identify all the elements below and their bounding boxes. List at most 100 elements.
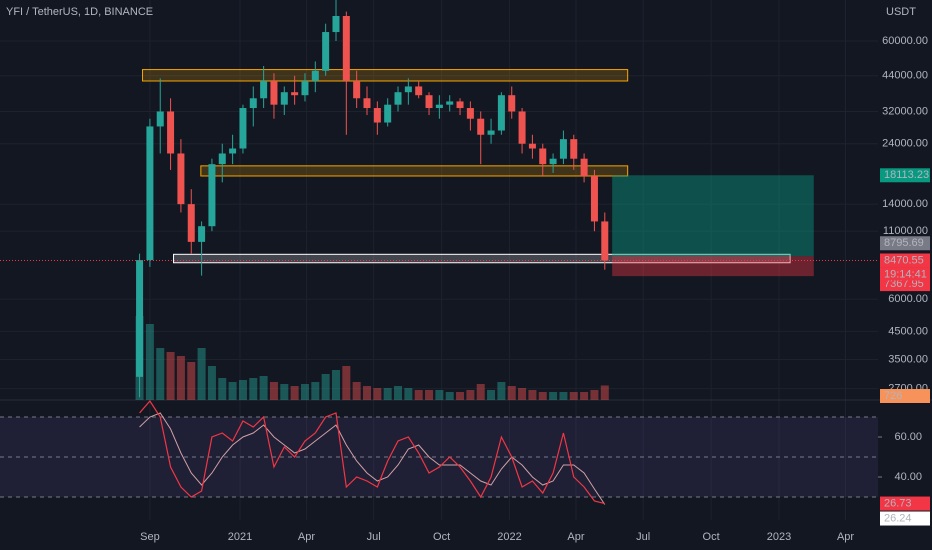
volume-bar [600, 385, 609, 400]
volume-bar [145, 324, 154, 400]
volume-bar [176, 356, 185, 400]
volume-bar [404, 388, 413, 400]
candle-body [136, 260, 144, 377]
price-tag-bg [880, 236, 930, 251]
volume-bar [456, 392, 465, 400]
volume-bar [549, 392, 558, 400]
candle-body [497, 95, 505, 131]
candle-body [466, 108, 474, 119]
volume-bar [414, 390, 423, 400]
countdown: 19:14:41 [884, 268, 927, 280]
volume-bar [269, 382, 278, 400]
candle-body [404, 86, 412, 93]
candle-body [549, 158, 557, 165]
volume-bar [228, 382, 237, 400]
x-tick-label: 2023 [767, 531, 791, 543]
volume-bar [425, 390, 434, 400]
volume-tag-bg [880, 389, 930, 403]
rsi-tag: 26.24 [884, 512, 912, 524]
candle-body [239, 108, 247, 149]
candle-body [415, 86, 423, 96]
candle-body [301, 80, 309, 96]
candle-body [208, 164, 216, 227]
volume-bar [166, 352, 175, 400]
volume-bar [383, 388, 392, 400]
x-tick-label: Oct [703, 531, 720, 543]
position-target [612, 175, 814, 257]
zone [142, 69, 629, 82]
x-tick-label: Jul [367, 531, 381, 543]
candle-body [177, 153, 185, 205]
candle-body [435, 104, 443, 109]
volume-bar [476, 384, 485, 400]
candle-body [456, 101, 464, 109]
candle-body [260, 80, 268, 99]
y-tick-label: 11000.00 [883, 225, 928, 237]
volume-bar [580, 392, 589, 400]
rsi-tick-label: 40.00 [894, 471, 922, 483]
x-tick-label: 2022 [497, 531, 521, 543]
candle-body [601, 221, 609, 261]
rsi-tag-bg [880, 511, 930, 526]
volume-bar [238, 380, 247, 400]
position-stop [612, 256, 814, 277]
volume-bar [445, 392, 454, 400]
zone [173, 253, 791, 264]
volume-bar [207, 366, 216, 400]
countdown-bg [880, 267, 930, 281]
candle-body [559, 139, 567, 159]
candle-body [394, 92, 402, 105]
candle-body [363, 98, 371, 109]
x-tick-label: Apr [837, 531, 854, 543]
price-tag-bg [880, 277, 930, 292]
price-tag: 7367.95 [884, 278, 924, 290]
price-tag: 8795.69 [884, 237, 924, 249]
volume-bar [538, 392, 547, 400]
candle-body [580, 158, 588, 176]
candle-body [570, 139, 578, 159]
candle-body [332, 15, 340, 33]
candle-body [156, 111, 164, 127]
volume-bar [352, 382, 361, 400]
rsi-line [139, 400, 605, 505]
candle-body [322, 32, 330, 71]
volume-bar [363, 386, 372, 400]
x-tick-label: Oct [433, 531, 450, 543]
volume-bar [249, 378, 258, 400]
candle-body [280, 92, 288, 105]
candle-body [167, 111, 175, 154]
volume-bar [435, 390, 444, 400]
rsi-tag: 26.73 [884, 497, 912, 509]
y-tick-label: 14000.00 [882, 198, 928, 210]
y-tick-label: 32000.00 [882, 105, 928, 117]
volume-bar [497, 382, 506, 400]
volume-bar [218, 378, 227, 400]
price-tag: 18113.23 [884, 169, 929, 181]
x-tick-label: Apr [567, 531, 584, 543]
candle-body [311, 70, 319, 81]
y-tick-label: 6000.00 [888, 293, 928, 305]
volume-bar [300, 384, 309, 400]
price-tag: 8470.55 [884, 254, 924, 266]
zone [200, 165, 629, 177]
candle-body [518, 111, 526, 144]
volume-bar [528, 390, 537, 400]
rsi-tag-bg [880, 496, 930, 511]
candle-body [270, 80, 278, 105]
candle-body [187, 204, 195, 242]
candle-body [342, 15, 350, 81]
x-tick-label: Apr [298, 531, 315, 543]
volume-bar [290, 386, 299, 400]
rsi-ma-line [139, 412, 606, 505]
volume-bar [280, 384, 289, 400]
volume-bar [518, 388, 527, 400]
x-tick-label: 2021 [228, 531, 252, 543]
y-tick-label: 60000.00 [882, 35, 928, 47]
volume-bar [311, 382, 320, 400]
candle-body [539, 148, 547, 165]
y-tick-label: 4500.00 [888, 325, 928, 337]
volume-bar [487, 390, 496, 400]
y-tick-label: 24000.00 [882, 138, 928, 150]
